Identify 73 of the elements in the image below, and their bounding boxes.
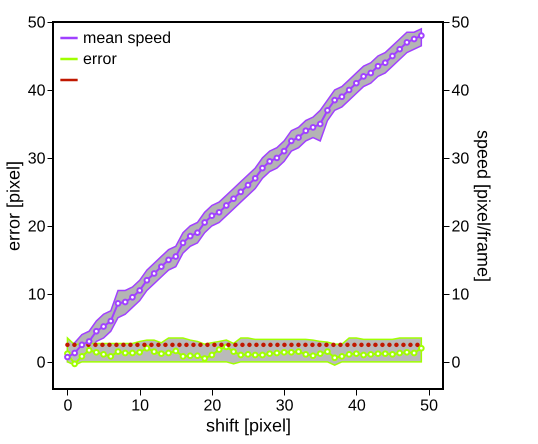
y-tick-label: 30 <box>28 150 46 168</box>
point <box>404 39 410 46</box>
y2-tick-label: 10 <box>452 286 470 304</box>
point <box>418 32 425 39</box>
x-tick-label: 10 <box>131 398 150 414</box>
point <box>136 287 144 294</box>
y-tick-label: 0 <box>36 354 46 372</box>
point <box>280 148 288 154</box>
point <box>346 86 352 94</box>
x-tick-label: 50 <box>420 398 438 414</box>
y-tick-label: 40 <box>28 82 46 100</box>
y2-axis-title: speed [pixel/frame] <box>473 130 494 282</box>
point <box>92 328 100 335</box>
point <box>144 276 150 284</box>
point <box>100 323 107 330</box>
point <box>230 195 237 202</box>
y2-tick-label: 30 <box>452 150 470 168</box>
point <box>302 127 310 134</box>
y2-tick-label: 0 <box>452 354 460 372</box>
point <box>331 96 338 104</box>
x-tick-label: 40 <box>348 398 366 414</box>
point <box>396 46 404 53</box>
y-tick-label: 10 <box>28 286 46 304</box>
point <box>259 164 266 172</box>
point <box>71 350 78 356</box>
point <box>201 219 208 226</box>
point <box>158 263 165 270</box>
point <box>324 107 331 114</box>
point <box>382 59 389 66</box>
point <box>288 138 295 144</box>
point <box>86 338 92 345</box>
point <box>410 36 418 42</box>
point <box>172 253 180 260</box>
x-tick-label: 20 <box>203 398 222 414</box>
point <box>129 294 136 301</box>
y2-tick-label: 20 <box>452 218 470 236</box>
point <box>180 240 186 246</box>
point <box>64 354 71 360</box>
x-tick-label: 0 <box>63 398 72 414</box>
point <box>374 62 382 70</box>
y-tick-label: 50 <box>28 14 46 32</box>
point <box>310 124 316 131</box>
point <box>316 120 324 128</box>
point <box>360 73 367 80</box>
point <box>244 182 252 188</box>
point <box>107 318 114 324</box>
point <box>208 212 216 220</box>
point <box>78 341 86 348</box>
y-axis-title: error [pixel] <box>4 160 24 252</box>
point <box>194 229 201 236</box>
point <box>266 158 274 165</box>
point <box>237 188 244 196</box>
point <box>114 300 122 307</box>
point <box>274 154 280 162</box>
point <box>389 52 396 60</box>
point <box>216 208 222 216</box>
x-tick-label: 30 <box>276 398 294 414</box>
point <box>338 93 346 100</box>
point <box>222 202 230 209</box>
legend-label: mean speed <box>83 30 172 47</box>
point <box>367 70 374 76</box>
point <box>122 298 129 306</box>
point <box>352 80 360 87</box>
x-axis-title: shift [pixel] <box>206 416 292 436</box>
legend-label: error <box>83 51 118 68</box>
point <box>186 232 194 240</box>
y2-tick-label: 50 <box>452 14 470 32</box>
point <box>252 174 259 182</box>
point <box>295 134 302 141</box>
point <box>165 256 172 264</box>
y-tick-label: 20 <box>28 218 46 236</box>
point <box>150 270 158 277</box>
y2-tick-label: 40 <box>452 82 470 100</box>
